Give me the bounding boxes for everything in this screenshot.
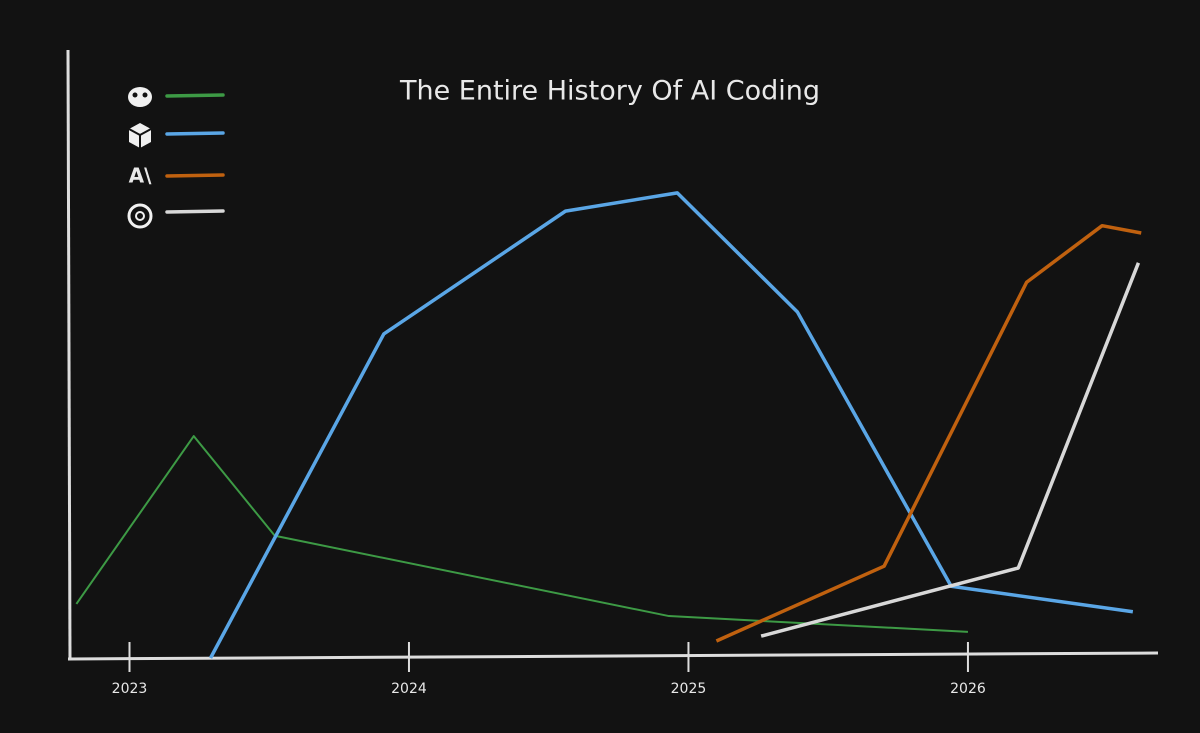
legend-swatch [165, 173, 225, 178]
legend-icon: A\ [129, 164, 152, 188]
series-line [715, 223, 1142, 643]
legend-icon [127, 203, 153, 229]
legend-swatch [165, 131, 225, 136]
y-axis [66, 49, 72, 661]
series-line [760, 262, 1141, 638]
x-axis [67, 651, 1159, 661]
x-tick-label: 2024 [391, 681, 427, 697]
x-tick-label: 2023 [112, 681, 148, 697]
legend: A\ [127, 87, 153, 229]
x-tick-label: 2026 [950, 681, 986, 697]
legend-swatch [165, 209, 225, 214]
chart-title: The Entire History Of AI Coding [399, 76, 820, 107]
x-tick-label: 2025 [671, 681, 707, 697]
legend-icon [128, 87, 152, 107]
legend-icon [128, 123, 152, 148]
legend-swatch [165, 93, 225, 98]
